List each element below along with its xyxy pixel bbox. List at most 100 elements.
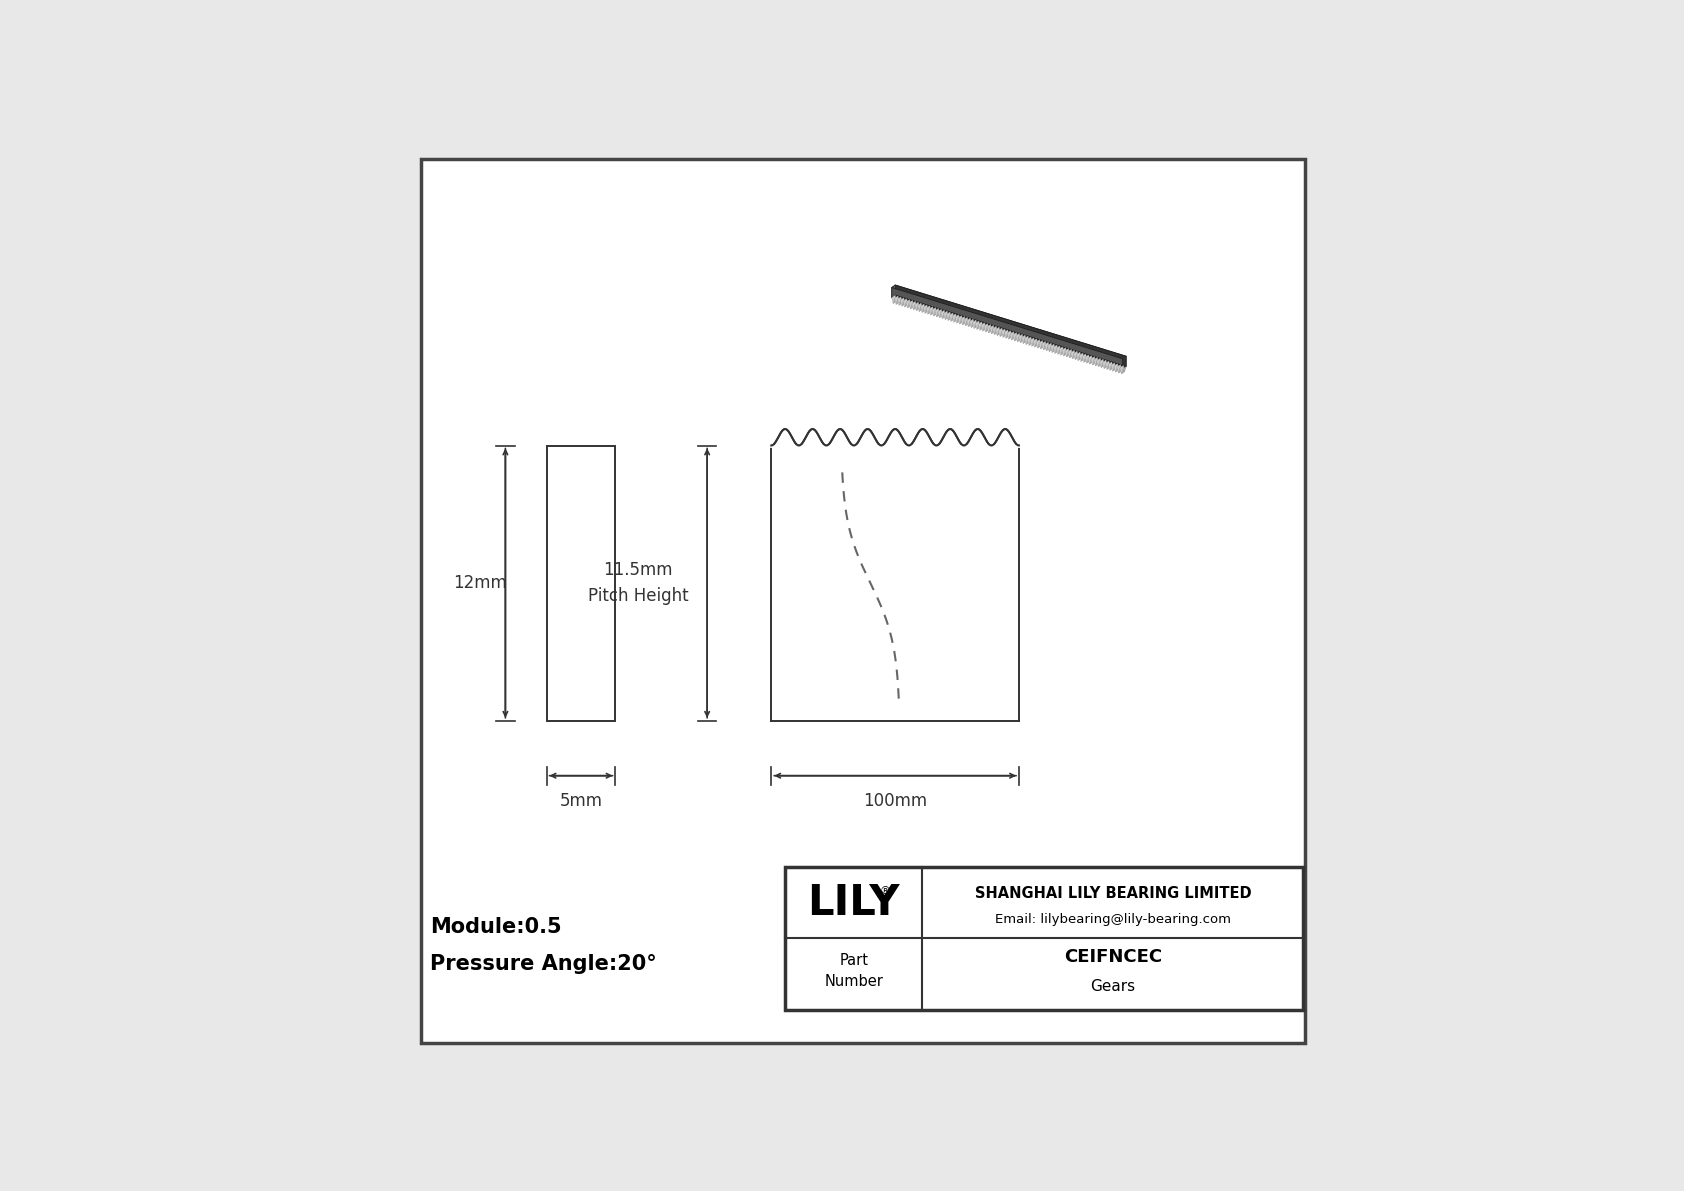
Polygon shape: [973, 322, 978, 329]
Polygon shape: [1004, 330, 1007, 337]
Polygon shape: [896, 297, 901, 305]
Polygon shape: [1031, 338, 1036, 347]
Polygon shape: [999, 328, 1004, 337]
Polygon shape: [901, 298, 906, 306]
Polygon shape: [983, 324, 987, 331]
Polygon shape: [1066, 349, 1071, 357]
Polygon shape: [987, 324, 992, 333]
Polygon shape: [891, 285, 1127, 358]
Polygon shape: [1096, 358, 1101, 367]
Polygon shape: [985, 324, 990, 332]
Polygon shape: [1105, 361, 1110, 368]
Bar: [785, 867, 1303, 1010]
Bar: [547, 445, 615, 721]
Polygon shape: [977, 322, 982, 330]
Polygon shape: [1022, 335, 1027, 344]
Polygon shape: [1086, 356, 1091, 363]
Polygon shape: [918, 304, 923, 312]
Polygon shape: [1076, 353, 1081, 361]
Polygon shape: [921, 304, 926, 312]
Polygon shape: [923, 305, 928, 313]
Polygon shape: [916, 304, 921, 311]
Polygon shape: [914, 303, 919, 311]
Text: 5mm: 5mm: [559, 792, 603, 810]
Polygon shape: [1046, 343, 1051, 351]
Polygon shape: [1054, 345, 1059, 354]
Polygon shape: [893, 297, 898, 304]
Polygon shape: [1010, 331, 1015, 341]
Polygon shape: [909, 300, 914, 308]
Polygon shape: [1027, 337, 1032, 345]
Polygon shape: [1047, 343, 1052, 351]
Polygon shape: [1034, 338, 1037, 348]
Polygon shape: [903, 299, 908, 307]
Polygon shape: [955, 314, 960, 323]
Polygon shape: [1052, 345, 1058, 353]
Polygon shape: [1115, 364, 1120, 372]
Polygon shape: [1036, 339, 1041, 348]
Polygon shape: [1120, 366, 1125, 374]
Polygon shape: [948, 313, 953, 320]
Polygon shape: [1054, 345, 1058, 354]
Text: 100mm: 100mm: [864, 792, 928, 810]
Polygon shape: [975, 322, 980, 330]
Polygon shape: [967, 318, 972, 326]
Polygon shape: [891, 295, 896, 304]
Polygon shape: [963, 318, 968, 326]
Polygon shape: [1039, 341, 1044, 349]
Polygon shape: [1041, 342, 1046, 349]
Polygon shape: [1079, 353, 1084, 362]
Polygon shape: [894, 297, 899, 305]
Polygon shape: [1116, 364, 1122, 373]
Polygon shape: [1044, 342, 1049, 351]
Polygon shape: [950, 313, 955, 322]
Polygon shape: [1106, 362, 1111, 369]
Polygon shape: [1081, 354, 1086, 362]
Polygon shape: [1056, 345, 1061, 355]
Polygon shape: [1110, 363, 1115, 370]
FancyBboxPatch shape: [421, 160, 1305, 1043]
Text: Part
Number: Part Number: [823, 953, 882, 990]
Polygon shape: [995, 328, 1000, 336]
Polygon shape: [1074, 353, 1079, 360]
Polygon shape: [898, 297, 903, 305]
Polygon shape: [926, 306, 931, 314]
Polygon shape: [965, 318, 970, 326]
Polygon shape: [1002, 329, 1007, 337]
Polygon shape: [963, 318, 967, 325]
Polygon shape: [1098, 360, 1103, 367]
Polygon shape: [945, 312, 950, 319]
Polygon shape: [990, 325, 995, 333]
Polygon shape: [911, 301, 916, 310]
Polygon shape: [901, 299, 906, 306]
Polygon shape: [891, 287, 1123, 369]
Polygon shape: [919, 304, 925, 312]
Polygon shape: [1044, 342, 1047, 350]
Polygon shape: [936, 310, 941, 317]
Polygon shape: [970, 319, 975, 328]
Polygon shape: [1115, 363, 1120, 372]
Polygon shape: [980, 323, 985, 330]
Polygon shape: [1078, 353, 1083, 361]
Polygon shape: [1100, 360, 1105, 368]
Polygon shape: [992, 326, 997, 333]
Polygon shape: [1105, 361, 1110, 369]
Polygon shape: [982, 323, 987, 331]
Polygon shape: [911, 301, 916, 308]
Polygon shape: [1000, 329, 1005, 337]
Polygon shape: [1012, 332, 1017, 341]
Polygon shape: [1083, 354, 1088, 362]
Polygon shape: [930, 307, 935, 316]
Text: Email: lilybearing@lily-bearing.com: Email: lilybearing@lily-bearing.com: [995, 912, 1231, 925]
Polygon shape: [953, 314, 957, 323]
Polygon shape: [994, 326, 997, 335]
Polygon shape: [1061, 348, 1066, 355]
Polygon shape: [1014, 332, 1017, 341]
Polygon shape: [931, 307, 936, 316]
Text: Pressure Angle:20°: Pressure Angle:20°: [429, 954, 657, 974]
Polygon shape: [1024, 336, 1029, 344]
Polygon shape: [943, 311, 946, 319]
Polygon shape: [1091, 356, 1096, 366]
Polygon shape: [962, 317, 967, 325]
Polygon shape: [960, 317, 965, 324]
